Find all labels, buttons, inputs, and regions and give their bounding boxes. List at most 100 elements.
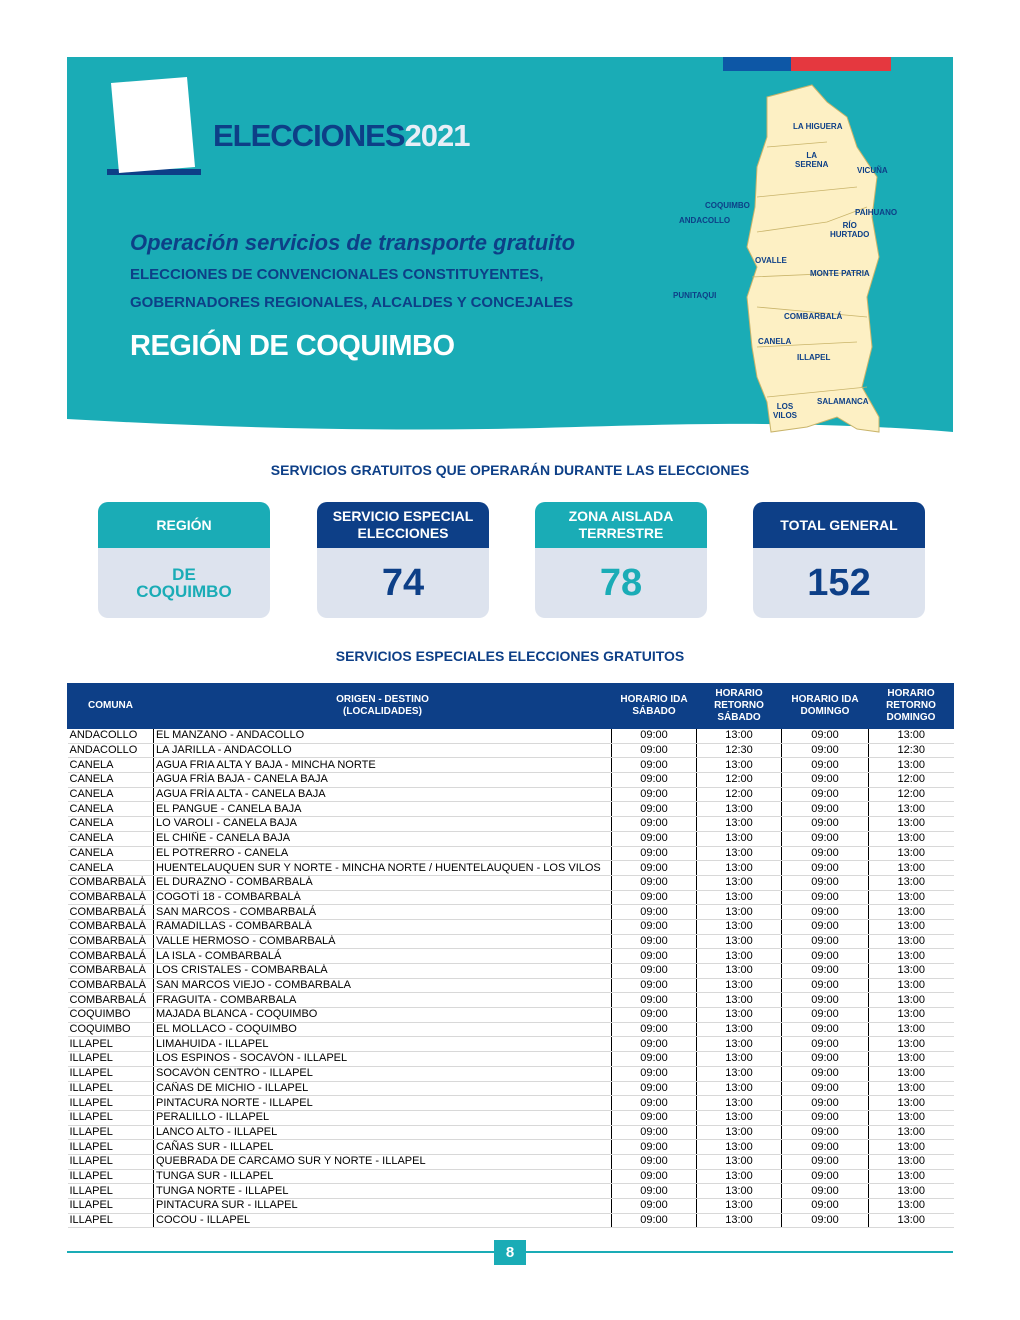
summary-card: ZONA AISLADA TERRESTRE 78	[535, 502, 707, 618]
column-header: HORARIO RETORNO DOMINGO	[868, 683, 954, 729]
table-cell: 09:00	[781, 978, 869, 994]
column-header: HORARIO IDA DOMINGO	[781, 683, 869, 729]
table-cell: 13:00	[696, 1154, 782, 1170]
table-cell: 13:00	[696, 1007, 782, 1023]
table-row: COMBARBALÁ SAN MARCOS VIEJO - COMBARBALA 0…	[67, 978, 954, 994]
table-row: CANELA AGUA FRÍA ALTA - CANELA BAJA 09:00 1…	[67, 787, 954, 803]
column-header: HORARIO RETORNO SÁBADO	[696, 683, 782, 729]
table-cell: 09:00	[611, 1198, 697, 1214]
table-cell: SAN MARCOS VIEJO - COMBARBALA	[153, 978, 612, 994]
table-cell: 09:00	[611, 963, 697, 979]
card-header: TOTAL GENERAL	[753, 502, 925, 548]
table-row: COMBARBALÁ COGOTÍ 18 - COMBARBALÁ 09:00 13:…	[67, 890, 954, 906]
table-cell: 09:00	[611, 1183, 697, 1199]
table-cell: 13:00	[868, 1183, 954, 1199]
table-cell: EL CHIÑE - CANELA BAJA	[153, 831, 612, 847]
section-title: SERVICIOS GRATUITOS QUE OPERARÁN DURANTE…	[270, 462, 750, 478]
table-cell: 13:00	[868, 728, 954, 744]
map-label: LA SERENA	[795, 151, 829, 169]
table-cell: LA JARILLA - ANDACOLLO	[153, 743, 612, 759]
table-row: ANDACOLLO LA JARILLA - ANDACOLLO 09:00 12:3…	[67, 743, 954, 759]
table-cell: 13:00	[868, 831, 954, 847]
table-cell: 12:00	[868, 787, 954, 803]
table-cell: 09:00	[781, 757, 869, 774]
table-cell: 13:00	[696, 890, 782, 906]
table-row: COQUIMBO EL MOLLACO - COQUIMBO 09:00 13:00 0…	[67, 1022, 954, 1038]
table-cell: COQUIMBO	[67, 1007, 154, 1023]
table-cell: ILLAPEL	[67, 1213, 154, 1229]
table-cell: 13:00	[696, 978, 782, 994]
column-header: ORIGEN - DESTINO (LOCALIDADES)	[153, 683, 612, 729]
table-cell: 09:00	[781, 963, 869, 979]
table-cell: 09:00	[781, 1110, 869, 1126]
table-cell: 09:00	[781, 1022, 869, 1038]
page-number: 8	[494, 1240, 526, 1265]
table-row: ILLAPEL LOS ESPINOS - SOCAVÓN - ILLAPEL 09…	[67, 1051, 954, 1067]
table-cell: 09:00	[781, 816, 869, 832]
table-cell: CANELA	[67, 772, 154, 788]
table-cell: CANELA	[67, 831, 154, 847]
table-row: COMBARBALÁ EL DURAZNO - COMBARBALÁ 09:00 13…	[67, 875, 954, 891]
table-cell: COMBARBALÁ	[67, 875, 154, 891]
table-row: CANELA AGUA FRÍA BAJA - CANELA BAJA 09:00 1…	[67, 772, 954, 788]
table-cell: 09:00	[781, 1066, 869, 1082]
table-cell: LOS CRISTALES - COMBARBALÁ	[153, 963, 612, 979]
table-cell: AGUA FRÍA ALTA - CANELA BAJA	[153, 787, 612, 803]
map-label: MONTE PATRIA	[810, 269, 870, 278]
table-cell: RAMADILLAS - COMBARBALÁ	[153, 919, 612, 935]
table-cell: 09:00	[781, 919, 869, 935]
table-cell: 09:00	[611, 919, 697, 935]
table-cell: CANELA	[67, 801, 154, 818]
table-cell: 13:00	[696, 1139, 782, 1155]
table-cell: 13:00	[868, 1139, 954, 1155]
table-cell: AGUA FRÍA BAJA - CANELA BAJA	[153, 772, 612, 788]
table-row: ILLAPEL TUNGA SUR - ILLAPEL 09:00 13:00 09:0…	[67, 1169, 954, 1185]
table-cell: 09:00	[781, 860, 869, 876]
table-cell: 09:00	[781, 1213, 869, 1229]
table-cell: 09:00	[611, 757, 697, 774]
header-banner	[67, 57, 953, 433]
table-row: ANDACOLLO EL MANZANO - ANDACOLLO 09:00 13:0…	[67, 728, 954, 744]
table-cell: EL PANGUE - CANELA BAJA	[153, 801, 612, 818]
table-cell: 13:00	[696, 846, 782, 862]
table-cell: 13:00	[868, 948, 954, 964]
table-cell: 13:00	[868, 757, 954, 774]
table-cell: CANELA	[67, 787, 154, 803]
table-cell: ILLAPEL	[67, 1125, 154, 1141]
table-cell: 09:00	[781, 787, 869, 803]
table-cell: 13:00	[696, 801, 782, 818]
table-row: ILLAPEL CAÑAS SUR - ILLAPEL 09:00 13:00 09:0…	[67, 1139, 954, 1155]
map-label: OVALLE	[755, 256, 787, 265]
table-cell: 09:00	[611, 1022, 697, 1038]
table-cell: LO VAROLI - CANELA BAJA	[153, 816, 612, 832]
table-cell: 09:00	[781, 801, 869, 818]
table-cell: TUNGA NORTE - ILLAPEL	[153, 1183, 612, 1199]
table-row: ILLAPEL QUEBRADA DE CARCAMO SUR Y NORTE -…	[67, 1154, 954, 1170]
table-cell: SAN MARCOS - COMBARBALÁ	[153, 904, 612, 920]
table-row: COQUIMBO MAJADA BLANCA - COQUIMBO 09:00 13:…	[67, 1007, 954, 1023]
table-cell: 13:00	[868, 1095, 954, 1111]
table-cell: 13:00	[868, 934, 954, 950]
services-table: COMUNA ORIGEN - DESTINO (LOCALIDADES) HORA…	[67, 683, 954, 1229]
table-cell: 09:00	[611, 1154, 697, 1170]
table-cell: 12:00	[696, 772, 782, 788]
table-cell: 09:00	[781, 743, 869, 759]
column-header: HORARIO IDA SÁBADO	[611, 683, 697, 729]
table-cell: 13:00	[696, 1183, 782, 1199]
table-cell: ILLAPEL	[67, 1139, 154, 1155]
table-cell: 13:00	[696, 1198, 782, 1214]
table-cell: ANDACOLLO	[67, 728, 154, 744]
table-cell: 13:00	[868, 1036, 954, 1053]
table-cell: 09:00	[781, 1007, 869, 1023]
subtitle: Operación servicios de transporte gratui…	[130, 230, 576, 255]
table-cell: ILLAPEL	[67, 1169, 154, 1185]
table-cell: 13:00	[696, 860, 782, 876]
table-cell: 13:00	[868, 1110, 954, 1126]
table-cell: 09:00	[611, 890, 697, 906]
table-cell: 13:00	[696, 1036, 782, 1053]
table-cell: 09:00	[781, 1095, 869, 1111]
table-cell: 12:00	[696, 787, 782, 803]
table-row: COMBARBALÁ SAN MARCOS - COMBARBALÁ 09:00 13…	[67, 904, 954, 920]
table-cell: 09:00	[781, 831, 869, 847]
table-cell: 12:30	[696, 743, 782, 759]
